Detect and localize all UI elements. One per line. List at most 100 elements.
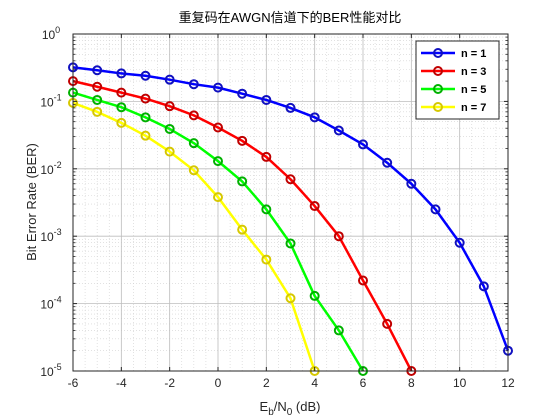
data-point xyxy=(188,138,199,149)
data-point xyxy=(261,204,272,215)
data-point xyxy=(92,94,103,105)
y-tick-label: 10-2 xyxy=(40,160,61,177)
data-point xyxy=(188,79,199,90)
data-point xyxy=(164,146,175,157)
data-point xyxy=(213,156,223,167)
data-point xyxy=(478,281,489,292)
x-tick-label: 2 xyxy=(263,376,270,390)
legend-label: n = 1 xyxy=(461,48,486,60)
data-point xyxy=(213,82,223,93)
series-line xyxy=(72,101,316,372)
data-point xyxy=(140,112,151,123)
data-point xyxy=(261,254,272,265)
x-tick-label: -6 xyxy=(68,376,79,390)
data-point xyxy=(92,81,103,92)
x-tick-label: 6 xyxy=(360,376,367,390)
x-axis-title: Eb/N0 (dB) xyxy=(260,399,321,418)
data-point xyxy=(333,325,344,336)
series-line xyxy=(72,79,413,372)
data-point xyxy=(285,238,296,249)
data-point xyxy=(213,122,223,133)
x-axis-title-sub1: b xyxy=(268,407,274,418)
data-point xyxy=(188,165,199,176)
y-tick-label: 10-4 xyxy=(40,295,61,312)
series-line xyxy=(72,91,365,372)
data-point xyxy=(285,293,296,304)
data-point xyxy=(140,130,151,141)
data-point xyxy=(285,174,296,185)
legend-item-2: n = 3 xyxy=(421,66,486,78)
data-point xyxy=(382,157,393,168)
data-point xyxy=(261,94,272,105)
y-tick-label-exponent: -5 xyxy=(54,362,62,372)
x-axis-title-mid: /N xyxy=(274,399,287,414)
data-point xyxy=(237,224,248,235)
data-point xyxy=(358,275,368,286)
data-point xyxy=(164,123,175,134)
series-line xyxy=(72,66,510,352)
y-tick-label-base: 10 xyxy=(40,298,54,312)
data-point xyxy=(116,68,127,79)
data-point xyxy=(382,318,393,329)
y-tick-label-base: 10 xyxy=(40,230,54,244)
legend: n = 1 n = 3 n = 5 n = 7 xyxy=(415,40,500,120)
data-point xyxy=(430,204,441,215)
data-point xyxy=(188,110,199,121)
y-tick-label-exponent: -3 xyxy=(54,227,62,237)
legend-item-3: n = 5 xyxy=(421,84,486,96)
data-point xyxy=(454,237,465,248)
y-axis-title: Bit Error Rate (BER) xyxy=(24,143,39,261)
legend-swatch-marker xyxy=(433,66,443,76)
x-axis: -6 -4 -2 0 2 4 6 8 10 12 xyxy=(68,34,515,390)
data-point xyxy=(213,192,223,203)
x-axis-title-tail: (dB) xyxy=(292,399,320,414)
chart-title: 重复码在AWGN信道下的BER性能对比 xyxy=(179,10,402,25)
x-tick-label: 0 xyxy=(215,376,222,390)
plot-frame xyxy=(72,33,509,372)
data-point xyxy=(309,201,320,212)
series-layer xyxy=(68,62,513,376)
y-tick-label-exponent: -2 xyxy=(54,160,62,170)
data-point xyxy=(333,231,344,242)
data-point xyxy=(92,65,103,76)
y-tick-label-base: 10 xyxy=(42,28,56,42)
data-point xyxy=(285,102,296,113)
x-tick-label: 10 xyxy=(453,376,467,390)
x-tick-label: 4 xyxy=(311,376,318,390)
y-tick-label: 100 xyxy=(42,25,60,42)
y-tick-label-base: 10 xyxy=(40,365,54,379)
data-point xyxy=(309,290,320,301)
legend-swatch-marker xyxy=(433,102,443,112)
y-tick-label-exponent: -1 xyxy=(54,92,62,102)
data-point xyxy=(237,135,248,146)
y-tick-label-exponent: -4 xyxy=(54,295,62,305)
x-axis-title-sub2: 0 xyxy=(287,407,293,418)
y-tick-label-base: 10 xyxy=(40,95,54,109)
y-tick-label-exponent: 0 xyxy=(55,25,60,35)
x-tick-label: 12 xyxy=(501,376,515,390)
x-tick-label: -2 xyxy=(164,376,175,390)
data-point xyxy=(164,101,175,112)
legend-swatch-marker xyxy=(433,48,443,58)
data-point xyxy=(164,74,175,85)
legend-label: n = 5 xyxy=(461,84,486,96)
data-point xyxy=(116,102,127,113)
data-point xyxy=(261,151,272,162)
legend-item-4: n = 7 xyxy=(421,102,486,114)
data-point xyxy=(116,87,127,98)
y-tick-label: 10-1 xyxy=(40,92,61,109)
x-axis-title-base: E xyxy=(260,399,269,414)
x-tick-label: -4 xyxy=(116,376,127,390)
data-point xyxy=(237,176,248,187)
legend-label: n = 7 xyxy=(461,102,486,114)
y-tick-label-base: 10 xyxy=(40,163,54,177)
data-point xyxy=(406,178,417,189)
data-point xyxy=(358,139,368,150)
legend-swatch-marker xyxy=(433,84,443,94)
data-point xyxy=(116,117,127,128)
y-tick-label: 10-5 xyxy=(40,362,61,379)
data-point xyxy=(333,125,344,136)
y-tick-label: 10-3 xyxy=(40,227,61,244)
